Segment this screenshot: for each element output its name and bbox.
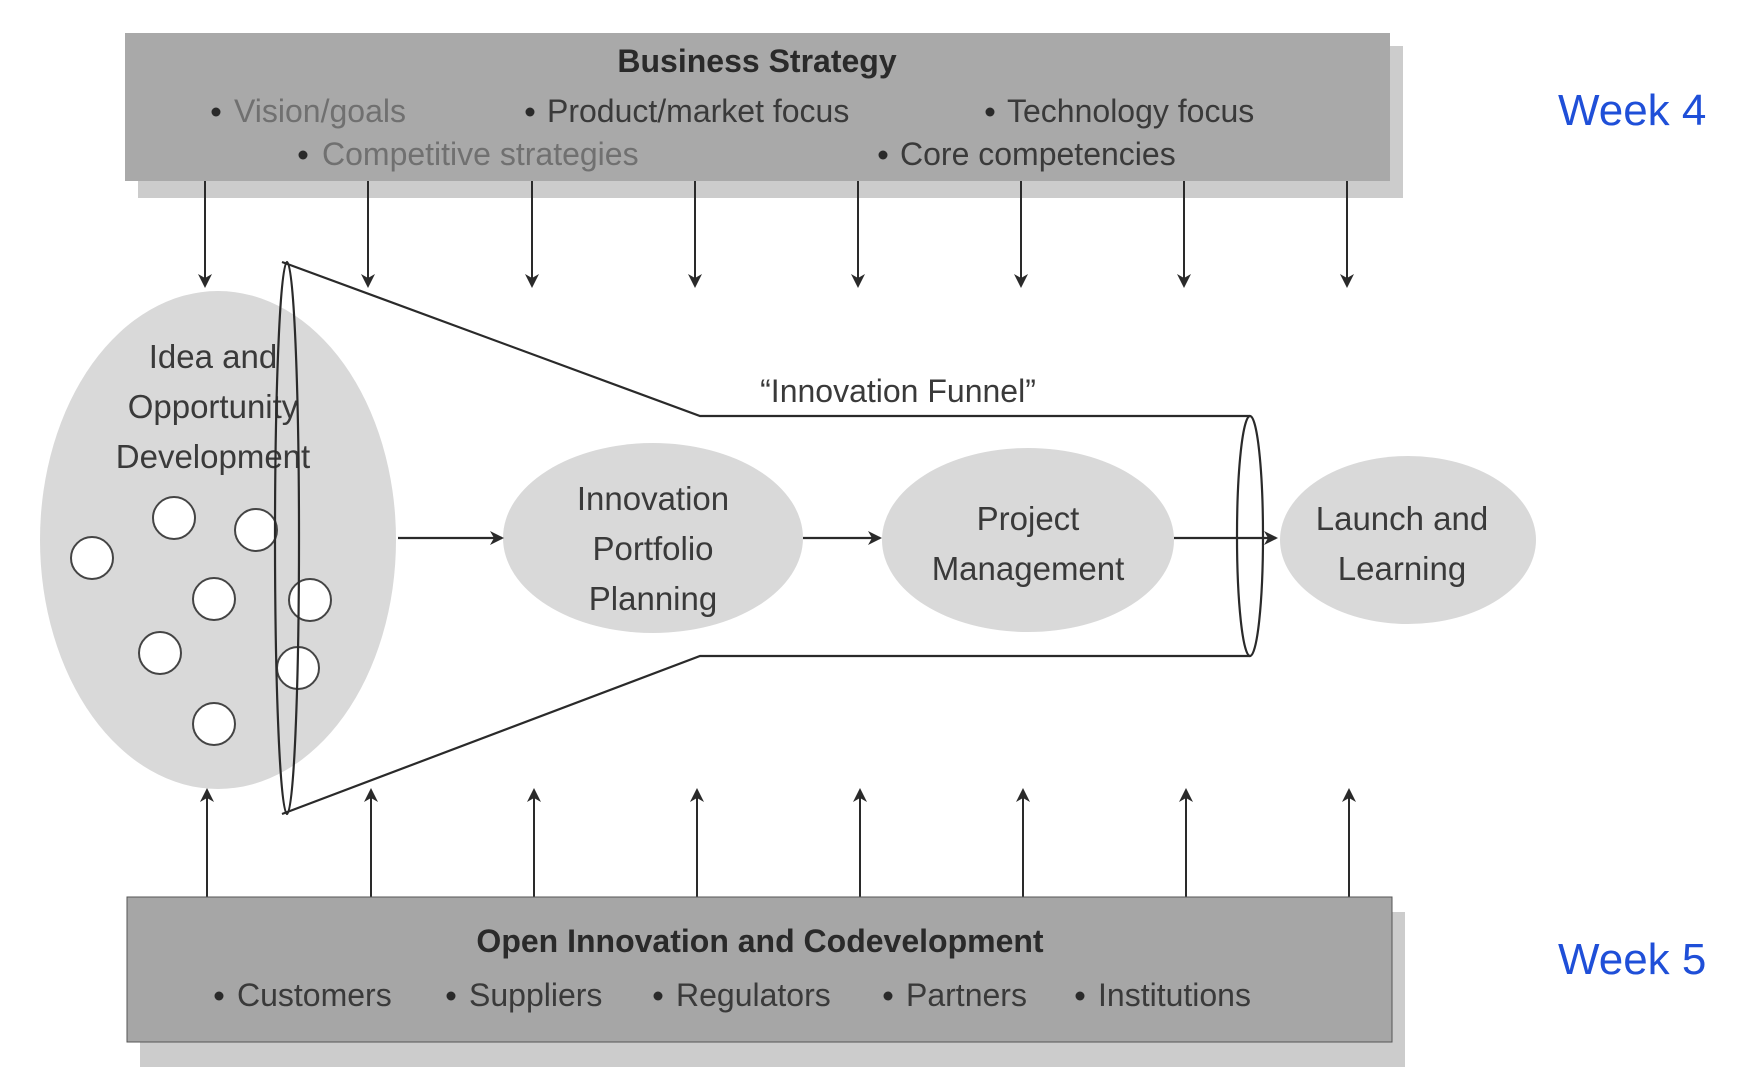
business-strategy-band: Business Strategy Vision/goals Product/m… [125, 33, 1403, 198]
idea-circle [138, 631, 182, 675]
idea-circle [192, 702, 236, 746]
bullet-icon [985, 107, 995, 117]
bullet-icon [214, 991, 224, 1001]
strategy-item-competitive: Competitive strategies [322, 136, 639, 172]
idea-label-line-1: Idea and [149, 338, 277, 375]
funnel-exit [1235, 414, 1265, 658]
launch-label-line-1: Launch and [1316, 500, 1489, 537]
innovation-funnel [273, 260, 1265, 816]
open-innovation-box [126, 896, 1393, 1043]
bullet-icon [878, 150, 888, 160]
portfolio-ellipse [503, 443, 803, 633]
idea-label-line-3: Development [116, 438, 310, 475]
up-arrows [200, 788, 1356, 897]
bullet-icon [883, 991, 893, 1001]
launch-ellipse [1280, 456, 1536, 624]
open-innovation-band: Open Innovation and Codevelopment Custom… [126, 896, 1405, 1067]
partner-item-customers: Customers [237, 977, 392, 1013]
bullet-icon [653, 991, 663, 1001]
bullet-icon [1075, 991, 1085, 1001]
down-arrows [198, 181, 1354, 288]
partner-item-suppliers: Suppliers [469, 977, 602, 1013]
funnel-bottom-edge [281, 654, 1250, 816]
bullet-icon [211, 107, 221, 117]
funnel-label: “Innovation Funnel” [760, 373, 1036, 409]
strategy-item-product-market: Product/market focus [547, 93, 849, 129]
idea-circle [70, 536, 114, 580]
funnel-mouth [273, 260, 301, 816]
project-ellipse [882, 448, 1174, 632]
business-strategy-box [125, 33, 1390, 181]
idea-circle [152, 496, 196, 540]
project-label-line-1: Project [977, 500, 1080, 537]
portfolio-label-line-2: Portfolio [592, 530, 713, 567]
partner-item-regulators: Regulators [676, 977, 831, 1013]
partner-item-institutions: Institutions [1098, 977, 1251, 1013]
idea-circle [192, 577, 236, 621]
portfolio-label-line-1: Innovation [577, 480, 729, 517]
business-strategy-title: Business Strategy [617, 43, 896, 79]
week-4-label: Week 4 [1558, 86, 1707, 135]
idea-circle [288, 578, 332, 622]
bullet-icon [525, 107, 535, 117]
strategy-item-vision: Vision/goals [234, 93, 406, 129]
idea-label-line-2: Opportunity [128, 388, 299, 425]
portfolio-label-line-3: Planning [589, 580, 717, 617]
project-label-line-2: Management [932, 550, 1125, 587]
open-innovation-title: Open Innovation and Codevelopment [476, 923, 1043, 959]
idea-circle [234, 508, 278, 552]
week-5-label: Week 5 [1558, 935, 1707, 984]
partner-item-partners: Partners [906, 977, 1027, 1013]
launch-label-line-2: Learning [1338, 550, 1466, 587]
funnel-top-edge [281, 260, 1250, 418]
strategy-item-technology: Technology focus [1007, 93, 1254, 129]
bullet-icon [298, 150, 308, 160]
strategy-item-core: Core competencies [900, 136, 1176, 172]
bullet-icon [446, 991, 456, 1001]
